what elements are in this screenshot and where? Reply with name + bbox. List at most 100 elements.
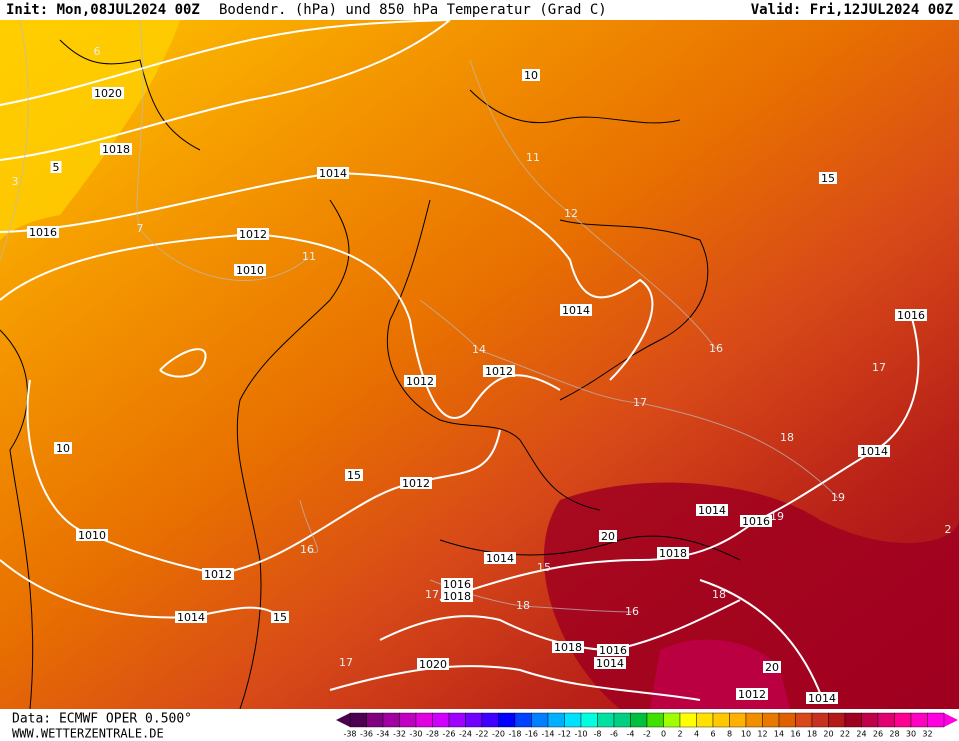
colorbar-label: -34: [376, 730, 389, 739]
contour-label-box: [696, 504, 728, 516]
isotherm-label: 19: [831, 491, 845, 504]
colorbar-swatch: [597, 712, 615, 728]
contour-label: 1010: [76, 529, 108, 542]
contour-label-text: 1014: [596, 657, 624, 670]
contour-label-text: 5: [53, 161, 60, 174]
isotherm-label: 7: [137, 222, 144, 235]
colorbar-swatch: [679, 712, 697, 728]
contour-label: 15: [271, 611, 289, 624]
contour-label: 5: [50, 161, 62, 174]
contour-label-text: 10: [524, 69, 538, 82]
colorbar-swatch: [910, 712, 928, 728]
isotherm-label: 12: [564, 207, 578, 220]
contour-label-box: [54, 442, 72, 454]
colorbar-label: 4: [694, 730, 699, 739]
contour-label-box: [806, 692, 838, 704]
contour-label-text: 1020: [419, 658, 447, 671]
contour-label-text: 10: [56, 442, 70, 455]
colorbar-label: -24: [459, 730, 472, 739]
contour-label-text: 1016: [742, 515, 770, 528]
colorbar-label: 0: [661, 730, 666, 739]
contour-label-text: 1014: [860, 445, 888, 458]
contour-label-text: 15: [347, 469, 361, 482]
isotherm-label: 16: [300, 543, 314, 556]
colorbar-label: 24: [856, 730, 866, 739]
colorbar-arrow-left: [336, 713, 350, 727]
isotherm-label: 11: [302, 250, 316, 263]
contour-label-text: 1014: [562, 304, 590, 317]
contour-label: 15: [345, 469, 363, 482]
contour-label: 1012: [400, 477, 432, 490]
colorbar-label: -30: [409, 730, 422, 739]
colorbar-label: -20: [492, 730, 505, 739]
colorbar-swatch: [349, 712, 367, 728]
colorbar-swatch: [415, 712, 433, 728]
isotherms: [0, 19, 839, 613]
colorbar-label: -10: [574, 730, 587, 739]
isotherm-label: 18: [780, 431, 794, 444]
colorbar-label: -12: [558, 730, 571, 739]
isotherm-label: 17: [425, 588, 439, 601]
contour-label: 1014: [696, 504, 728, 517]
colorbar-swatch: [432, 712, 450, 728]
colorbar-label: 16: [790, 730, 800, 739]
colorbar-swatch: [547, 712, 565, 728]
contour-label-text: 1014: [319, 167, 347, 180]
colorbar-swatch: [498, 712, 516, 728]
contour-label: 20: [763, 661, 781, 674]
colorbar-label: 32: [922, 730, 932, 739]
contour-label: 1010: [234, 264, 266, 277]
contour-label-text: 15: [273, 611, 287, 624]
contour-label-box: [317, 167, 349, 179]
contour-label: 1014: [175, 611, 207, 624]
isotherm-label: 11: [526, 151, 540, 164]
colorbar-swatch: [712, 712, 730, 728]
colorbar-label: 28: [889, 730, 899, 739]
colorbar-label: 14: [774, 730, 784, 739]
contour-label-box: [234, 264, 266, 276]
contour-label-text: 1018: [554, 641, 582, 654]
warm-zone-yellow: [0, 20, 180, 240]
contour-label-text: 1010: [236, 264, 264, 277]
colorbar-label: 18: [807, 730, 817, 739]
website: WWW.WETTERZENTRALE.DE: [12, 727, 164, 741]
contour-label-text: 1012: [738, 688, 766, 701]
contour-label-box: [552, 641, 584, 653]
contour-label: 1018: [100, 143, 132, 156]
contour-label: 1018: [657, 547, 689, 560]
contour-label-box: [404, 375, 436, 387]
colorbar-label: -4: [627, 730, 635, 739]
contour-label-text: 1012: [239, 228, 267, 241]
contour-label-box: [92, 87, 124, 99]
coastlines: [0, 39, 741, 710]
isotherm-label: 3: [12, 175, 19, 188]
isotherm-label: 15: [537, 561, 551, 574]
contour-label-text: 20: [765, 661, 779, 674]
colorbar-swatch: [514, 712, 532, 728]
colorbar-swatch: [531, 712, 549, 728]
colorbar-label: 8: [727, 730, 732, 739]
contour-label-box: [441, 590, 473, 602]
contour-label: 1014: [484, 552, 516, 565]
isotherm-label: 18: [516, 599, 530, 612]
colorbar-swatch: [696, 712, 714, 728]
contour-label-text: 1014: [177, 611, 205, 624]
contour-label: 1016: [895, 309, 927, 322]
contour-label: 15: [819, 172, 837, 185]
contour-label-text: 20: [601, 530, 615, 543]
contour-label: 1014: [317, 167, 349, 180]
contour-label: 1016: [597, 644, 629, 657]
isotherm-label: 6: [94, 45, 101, 58]
colorbar-label: 6: [710, 730, 715, 739]
isotherm-label: 14: [472, 343, 486, 356]
contour-label-box: [345, 469, 363, 481]
colorbar-swatch: [795, 712, 813, 728]
contour-label-box: [895, 309, 927, 321]
colorbar-label: 12: [757, 730, 767, 739]
colorbar-swatch: [382, 712, 400, 728]
contour-label: 10: [522, 69, 540, 82]
colorbar-label: 20: [823, 730, 833, 739]
colorbar-swatch: [630, 712, 648, 728]
contour-label-box: [483, 365, 515, 377]
